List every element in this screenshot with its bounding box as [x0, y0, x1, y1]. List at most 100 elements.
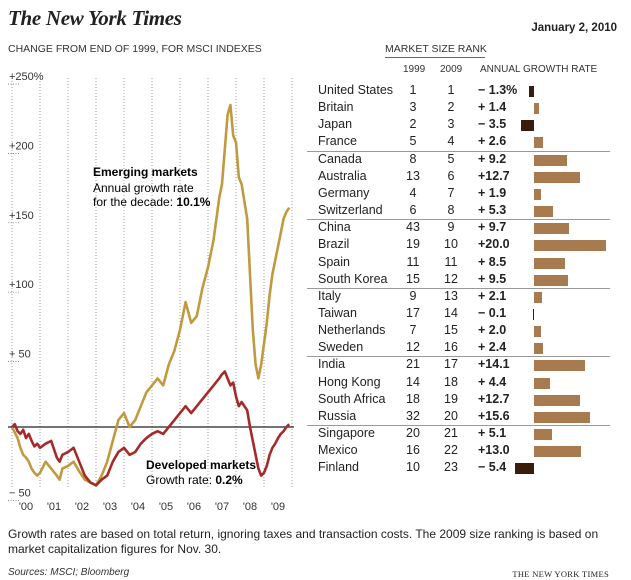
emerging-growth-label: Annual growth rate — [93, 181, 194, 195]
growth-bar — [534, 137, 544, 149]
rank-2009: 2 — [447, 100, 455, 115]
country-name: Japan — [318, 117, 353, 132]
growth-rate-label: +14.1 — [478, 357, 510, 372]
emerging-decade-prefix: for the decade: — [93, 195, 176, 209]
growth-bar — [534, 223, 569, 235]
country-name: India — [318, 357, 346, 372]
developed-growth-value: 0.2% — [215, 473, 243, 487]
group-separator — [307, 219, 610, 221]
growth-rate-label: + 2.6 — [478, 134, 507, 149]
rank-1999: 21 — [406, 357, 420, 372]
emerging-markets-line — [10, 103, 291, 487]
rank-1999: 8 — [409, 151, 417, 166]
x-tick-label: '02 — [75, 501, 89, 513]
growth-rate-label: + 2.1 — [478, 288, 507, 303]
date-label: January 2, 2010 — [531, 22, 617, 34]
growth-bar — [534, 206, 554, 218]
rank-2009: 16 — [444, 340, 458, 355]
rank-1999: 9 — [409, 288, 417, 303]
growth-bar — [534, 188, 541, 200]
line-chart-x-ticks: '00 '01 '02 '03 '04 '05 '06 '07 '08 '09 — [19, 501, 285, 513]
rank-2009: 13 — [444, 288, 458, 303]
rank-2009: 4 — [447, 134, 455, 149]
group-separator — [307, 425, 610, 426]
country-name: Singapore — [318, 426, 375, 440]
growth-bar — [521, 120, 534, 132]
group-separator — [307, 287, 610, 289]
group-separator — [307, 150, 610, 152]
line-chart-series — [10, 103, 291, 487]
country-name: Switzerland — [318, 203, 383, 218]
growth-rate-label: − 5.4 — [478, 460, 507, 475]
col-header-growth: ANNUAL GROWTH RATE — [480, 64, 598, 75]
growth-rate-label: + 2.4 — [478, 340, 507, 355]
rank-1999: 19 — [406, 237, 420, 252]
rank-1999: 7 — [409, 323, 417, 338]
x-tick-label: '04 — [131, 501, 145, 513]
rank-2009: 10 — [444, 237, 458, 252]
country-name: Canada — [318, 151, 362, 166]
growth-bar — [534, 103, 540, 115]
rank-1999: 3 — [409, 100, 417, 115]
country-name: South Africa — [318, 391, 386, 406]
x-tick-label: '00 — [19, 501, 33, 513]
line-chart-grid — [8, 78, 294, 488]
growth-rate-label: + 9.7 — [478, 220, 507, 235]
country-name: Mexico — [318, 443, 358, 458]
rank-1999: 13 — [406, 168, 420, 183]
rank-2009: 5 — [447, 151, 455, 166]
country-name: Spain — [318, 254, 350, 269]
growth-bar — [534, 326, 542, 338]
growth-rate-label: + 2.0 — [478, 323, 507, 338]
developed-markets-label: Developed markets — [146, 458, 256, 472]
y-tick-label: +150 — [9, 210, 34, 222]
rank-1999: 18 — [406, 391, 420, 406]
market-size-rank-header: MARKET SIZE RANK — [385, 43, 487, 55]
growth-bar — [534, 394, 580, 406]
growth-rate-label: + 8.5 — [478, 254, 507, 269]
x-tick-label: '06 — [187, 501, 201, 513]
country-name: France — [318, 134, 357, 149]
country-name: Taiwan — [318, 305, 357, 320]
growth-rate-label: + 5.1 — [478, 426, 507, 440]
line-chart: +250%+200+150+100+ 50− 50 '00'01'02'03'0… — [8, 71, 294, 513]
growth-rate-label: +13.0 — [478, 443, 510, 458]
rank-1999: 20 — [406, 426, 420, 440]
rank-2009: 22 — [444, 443, 458, 458]
rank-2009: 7 — [447, 185, 455, 200]
rank-1999: 10 — [406, 460, 420, 475]
growth-rate-label: + 9.2 — [478, 151, 507, 166]
growth-rate-label: + 1.4 — [478, 100, 507, 115]
country-name: Netherlands — [318, 323, 386, 338]
rank-2009: 1 — [447, 83, 455, 97]
growth-rate-label: + 4.4 — [478, 374, 507, 389]
rank-2009: 18 — [444, 374, 458, 389]
y-tick-label: +250% — [9, 71, 44, 83]
growth-bar — [532, 308, 534, 320]
rank-2009: 14 — [444, 305, 458, 320]
country-name: United States — [318, 83, 394, 97]
country-name: Australia — [318, 168, 367, 183]
rank-1999: 12 — [406, 340, 420, 355]
rank-2009: 6 — [447, 168, 455, 183]
growth-rate-label: + 1.9 — [478, 185, 507, 200]
growth-rate-label: +20.0 — [478, 237, 510, 252]
growth-bar — [534, 240, 606, 252]
rank-1999: 5 — [409, 134, 417, 149]
rank-2009: 21 — [444, 426, 458, 440]
nyt-credit: THE NEW YORK TIMES — [512, 569, 609, 579]
growth-bar — [534, 291, 542, 303]
y-tick-label: − 50 — [9, 487, 31, 499]
rank-1999: 4 — [409, 185, 417, 200]
emerging-decade-label: for the decade: 10.1% — [93, 195, 211, 209]
developed-growth-label: Growth rate: 0.2% — [146, 473, 243, 487]
country-name: Britain — [318, 100, 354, 115]
x-tick-label: '07 — [215, 501, 229, 513]
rank-1999: 16 — [406, 443, 420, 458]
growth-bar — [529, 86, 534, 97]
rank-1999: 6 — [409, 203, 417, 218]
source-note: Sources: MSCI; Bloomberg — [8, 567, 130, 578]
rank-2009: 15 — [444, 323, 458, 338]
rank-2009: 12 — [444, 271, 458, 286]
y-tick-label: +100 — [9, 279, 34, 291]
